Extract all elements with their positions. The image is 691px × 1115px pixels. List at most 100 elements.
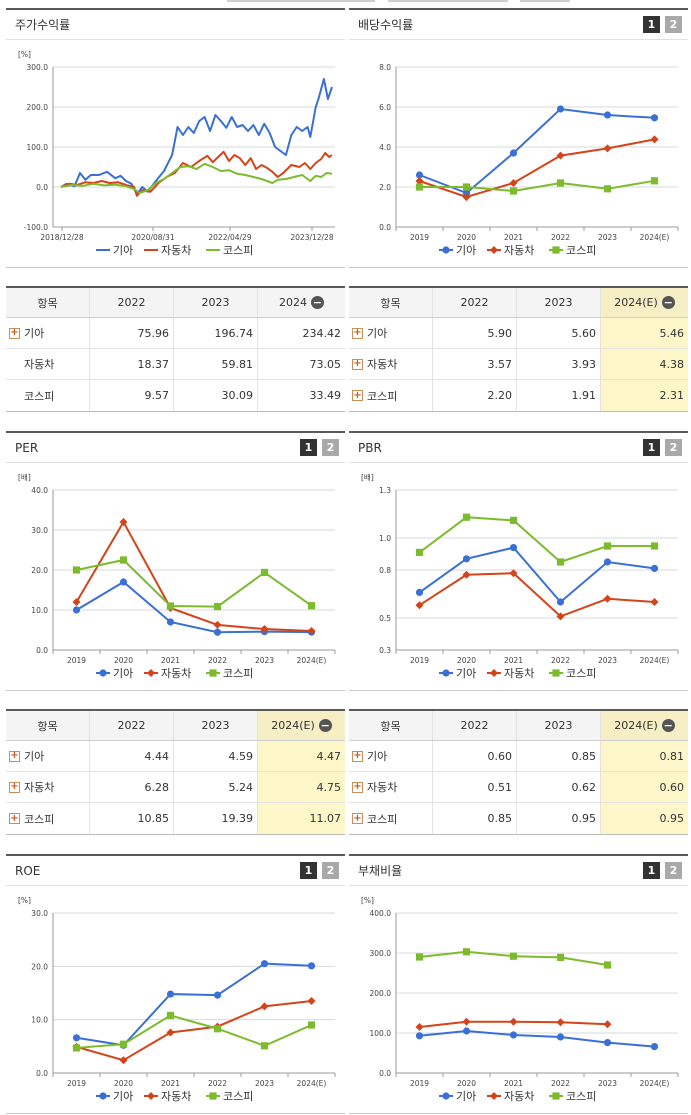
page-button-2[interactable]: 2 (665, 439, 682, 456)
expand-icon[interactable]: + (352, 781, 363, 793)
page-button-1[interactable]: 1 (643, 16, 660, 33)
data-point (650, 135, 659, 144)
data-point (307, 627, 316, 635)
legend-marker (147, 1092, 155, 1100)
expand-icon[interactable]: + (352, 750, 363, 762)
data-point (462, 555, 471, 563)
page-button-1[interactable]: 1 (300, 862, 317, 879)
cell-value: 0.81 (659, 749, 685, 763)
x-tick-label: 2019 (410, 1079, 429, 1088)
data-point (260, 568, 269, 577)
legend-marker (552, 1092, 560, 1100)
data-point (556, 151, 565, 160)
chart-roe: [%]30.0 20.0 10.0 0.0 2019 2020 2021 2022 2023 20… (18, 896, 336, 1103)
x-tick-label: 2019 (67, 1079, 86, 1088)
data-point (213, 1025, 222, 1033)
expand-icon[interactable]: + (9, 750, 20, 762)
expand-icon[interactable]: + (352, 389, 363, 401)
y-tick-label: 2.0 (379, 183, 391, 192)
legend-marker (490, 669, 498, 677)
data-point (462, 1017, 471, 1026)
data-point (650, 542, 659, 550)
cell-value: 0.51 (487, 780, 513, 794)
data-point (166, 1028, 175, 1037)
cell-value: 18.37 (137, 357, 170, 371)
data-point (415, 1032, 424, 1040)
collapse-icon[interactable]: − (661, 719, 675, 732)
expand-icon[interactable]: + (9, 781, 20, 793)
cell-value: 6.28 (144, 780, 170, 794)
cell-value: 3.93 (571, 357, 597, 371)
data-point (415, 171, 424, 179)
expand-icon[interactable]: + (352, 327, 363, 339)
cell-value: 3.57 (487, 357, 513, 371)
page-button-1[interactable]: 1 (300, 439, 317, 456)
page-button-1[interactable]: 1 (643, 439, 660, 456)
y-tick-label: 0.5 (379, 614, 391, 623)
data-point (650, 1043, 659, 1051)
x-tick-label: 2019 (410, 233, 429, 242)
page-button-2[interactable]: 2 (322, 439, 339, 456)
expand-icon[interactable]: + (9, 812, 20, 824)
table-cell: 0.95 (517, 803, 601, 834)
x-tick-label: 2022 (551, 656, 570, 665)
top-tab (388, 0, 508, 2)
y-tick-label: 200.0 (27, 103, 49, 112)
expand-icon[interactable]: + (9, 327, 20, 339)
top-tab (227, 0, 375, 2)
legend-marker (442, 1092, 450, 1100)
data-point (119, 1056, 128, 1065)
page-button-1[interactable]: 1 (643, 862, 660, 879)
cell-value: 2.20 (487, 389, 513, 402)
legend-marker (99, 669, 107, 677)
y-tick-label: 300.0 (370, 949, 392, 958)
page-button-2[interactable]: 2 (322, 862, 339, 879)
data-point (462, 183, 471, 191)
data-point (307, 962, 316, 970)
page-button-2[interactable]: 2 (665, 862, 682, 879)
y-tick-label: 30.0 (31, 526, 48, 535)
cell-value: 4.47 (316, 749, 342, 763)
table-row: + 자동차 0.51 0.62 0.60 (349, 772, 688, 803)
table-row: + 기아 0.60 0.85 0.81 (349, 741, 688, 772)
legend-marker (552, 669, 560, 677)
y-tick-label: 1.3 (379, 486, 391, 495)
collapse-icon[interactable]: − (661, 296, 675, 309)
header-label: 2024(E) (614, 296, 658, 309)
table-cell: + 기아 (349, 741, 433, 771)
page-button-2[interactable]: 2 (665, 16, 682, 33)
chart-title: ROE (15, 863, 41, 878)
data-point (307, 602, 316, 610)
cell-value: 9.57 (144, 389, 170, 402)
table-cell: 196.74 (174, 318, 258, 348)
collapse-icon[interactable]: − (311, 296, 324, 309)
header-label: 항목 (37, 719, 58, 733)
data-point (415, 548, 424, 556)
data-point (603, 1020, 612, 1029)
table-cell: 자동차 (6, 349, 90, 379)
header-label: 2022 (460, 719, 489, 732)
cell-value: 0.95 (571, 812, 597, 825)
legend-label: 자동차 (504, 244, 534, 257)
collapse-icon[interactable]: − (318, 719, 332, 732)
expand-icon[interactable]: + (352, 358, 363, 370)
header-label: 항목 (380, 296, 401, 310)
data-point (119, 1040, 128, 1048)
table-header-cell: 항목 (349, 711, 433, 740)
legend-label: 코스피 (223, 1090, 253, 1103)
table-cell: 33.49 (258, 380, 345, 411)
expand-icon[interactable]: + (352, 812, 363, 824)
table-cell: 5.90 (433, 318, 517, 348)
table-row: + 코스피 10.85 19.39 11.07 (6, 803, 345, 834)
data-point (166, 990, 175, 998)
data-point (72, 598, 81, 606)
series-line-자동차 (75, 519, 312, 632)
table-cell: 코스피 (6, 380, 90, 411)
legend-label: 자동차 (161, 1090, 191, 1103)
chart-title: PBR (358, 440, 382, 455)
cell-value: 10.85 (137, 812, 170, 825)
data-point (119, 578, 128, 586)
y-tick-label: 0.0 (36, 183, 48, 192)
data-point (307, 997, 316, 1005)
